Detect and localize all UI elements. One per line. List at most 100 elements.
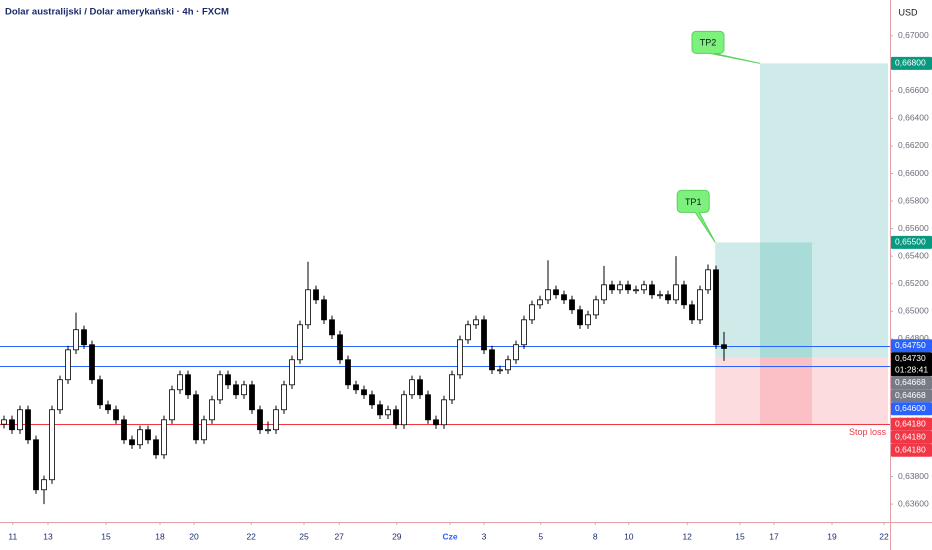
candle-body [665,294,671,301]
price-tag-label: 0,64180 [895,444,926,454]
candle-body [649,284,655,296]
candle-body [65,349,71,381]
candle-body [241,384,247,396]
y-tick-label: 0,64800 [898,333,929,343]
price-tag-label: 0,64668 [895,377,926,387]
candle-body [273,409,279,431]
candle-body [369,394,375,406]
candle-body [105,404,111,411]
candle-body [145,429,151,441]
callout [691,30,761,64]
candle-body [337,334,343,361]
candle-body [89,344,95,381]
candle-body [177,374,183,391]
y-tick-label: 0,63800 [898,471,929,481]
candle-body [417,379,423,396]
x-tick-label: 17 [769,531,779,541]
candle-body [721,344,727,349]
candle-body [705,269,711,291]
candle-body [601,284,607,301]
candle-body [393,409,399,426]
y-tick-label: 0,66600 [898,85,929,95]
candle-body [625,284,631,291]
candle-body [425,394,431,421]
x-tick-label: 22 [879,531,889,541]
candle-body [153,439,159,456]
profit-zone [715,242,812,357]
price-tag-label: 0,64180 [895,418,926,428]
price-tag-label: 0,66800 [895,58,926,68]
candle-body [513,344,519,361]
candle-body [617,284,623,291]
candle-body [505,359,511,371]
callout-label: TP1 [685,197,702,207]
candle-body [377,404,383,416]
candle-body [569,299,575,311]
candle-body [385,409,391,416]
candle-body [409,379,415,396]
candle-body [289,359,295,386]
price-tag [891,352,932,377]
candle-body [657,294,663,297]
candle-body [673,284,679,301]
candle-body [465,324,471,341]
x-tick-label: 13 [43,531,53,541]
candle-body [185,374,191,396]
candle-body [521,319,527,346]
candle-body [25,409,31,441]
candle-body [313,289,319,301]
candle-body [161,419,167,456]
candle-body [9,419,15,431]
candle-body [1,419,7,425]
y-tick-label: 0,66000 [898,168,929,178]
candle-body [169,389,175,421]
candle-body [585,314,591,326]
candle-body [305,289,311,326]
candle-body [33,439,39,491]
candle-body [697,289,703,321]
candle-body [473,319,479,326]
candle-body [137,429,143,446]
candle-body [457,339,463,376]
candle-body [553,289,559,296]
price-tag [891,389,932,403]
y-unit: USD [898,7,918,17]
candle-body [17,409,23,431]
candle-body [441,399,447,426]
candle-body [217,374,223,401]
candle-body [489,349,495,371]
x-tick-label: 27 [334,531,344,541]
x-tick-label: 12 [682,531,692,541]
callout [676,189,716,243]
price-tag-label: 0,64730 [895,353,926,363]
callout-label: TP2 [700,38,717,48]
candle-body [121,419,127,441]
price-tag-label: 0,64668 [895,390,926,400]
x-tick-label: 10 [624,531,634,541]
loss-zone [715,356,812,425]
candle-body [201,419,207,441]
x-tick-label: 22 [246,531,256,541]
line-label: Stop loss [849,427,887,437]
x-tick-label: 19 [827,531,837,541]
y-tick-label: 0,65000 [898,306,929,316]
candle-body [57,379,63,411]
candle-body [633,289,639,292]
loss-zone [760,356,888,425]
price-tag-label: 0,65500 [895,237,926,247]
candle-body [265,429,271,432]
candle-body [545,289,551,301]
candle-body [449,374,455,401]
candle-body [321,299,327,321]
price-tag [891,417,932,431]
x-tick-label: 25 [299,531,309,541]
price-tag [891,56,932,70]
profit-zone [760,63,888,357]
candle-body [401,394,407,426]
chart-title: Dolar australijski / Dolar amerykański ·… [5,7,229,18]
price-tag [891,443,932,457]
candle-body [593,299,599,316]
x-tick-label: 5 [538,531,543,541]
candle-body [345,359,351,386]
y-tick-label: 0,66200 [898,140,929,150]
